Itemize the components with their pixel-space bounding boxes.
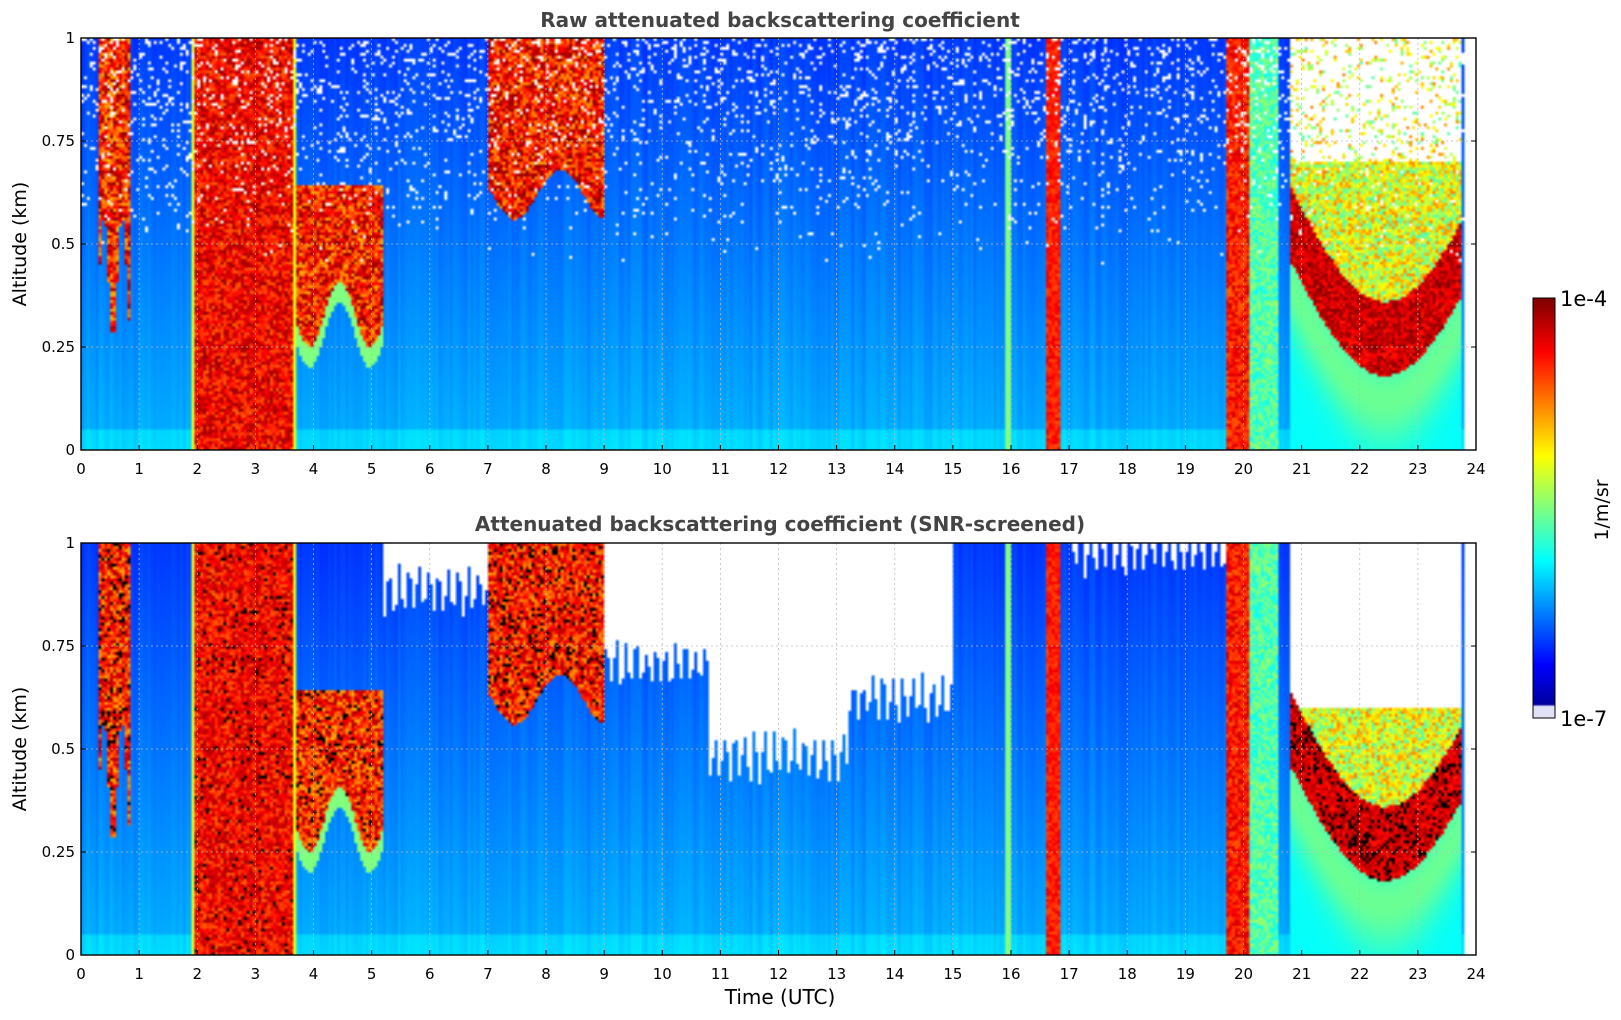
x-tick-label: 0 <box>76 460 86 478</box>
chart-title: Raw attenuated backscattering coefficien… <box>540 8 1020 32</box>
y-tick-label: 0.75 <box>42 637 75 655</box>
colorbar-frame <box>1532 297 1556 719</box>
x-tick-label: 13 <box>827 965 846 983</box>
x-tick-label: 7 <box>483 965 493 983</box>
x-tick-label: 9 <box>599 965 609 983</box>
x-axis: 0 1 2 3 4 5 6 7 8 9 10 11 12 13 14 15 16 17 18 19 20 21 22 23 24 <box>76 950 1486 983</box>
x-tick-label: 2 <box>192 965 202 983</box>
y-tick-label: 1 <box>65 534 75 552</box>
gridlines <box>81 543 1476 955</box>
x-tick-label: 12 <box>769 965 788 983</box>
x-tick-label: 16 <box>1001 965 1020 983</box>
x-tick-label: 17 <box>1060 965 1079 983</box>
x-tick-label: 15 <box>943 965 962 983</box>
x-tick-label: 23 <box>1408 460 1427 478</box>
x-tick-label: 24 <box>1466 965 1485 983</box>
x-tick-label: 11 <box>711 965 730 983</box>
y-axis-label: Altitude (km) <box>9 182 31 307</box>
x-axis-label: Time (UTC) <box>724 985 836 1009</box>
x-tick-label: 11 <box>711 460 730 478</box>
y-tick-label: 0.25 <box>42 338 75 356</box>
x-tick-label: 20 <box>1234 460 1253 478</box>
panel-raw: Raw attenuated backscattering coefficien… <box>9 8 1486 478</box>
x-tick-label: 3 <box>251 460 261 478</box>
x-tick-label: 2 <box>192 460 202 478</box>
x-tick-label: 23 <box>1408 965 1427 983</box>
y-axis: 0 0.25 0.5 0.75 1 <box>42 534 1476 964</box>
x-tick-label: 22 <box>1350 460 1369 478</box>
y-tick-label: 0.25 <box>42 843 75 861</box>
x-tick-label: 21 <box>1292 460 1311 478</box>
x-tick-label: 8 <box>541 965 551 983</box>
chart-title: Attenuated backscattering coefficient (S… <box>475 512 1085 536</box>
x-tick-label: 19 <box>1176 965 1195 983</box>
x-tick-label: 8 <box>541 460 551 478</box>
y-axis-label: Altitude (km) <box>9 687 31 812</box>
colorbar-gradient <box>1533 298 1555 718</box>
x-tick-label: 6 <box>425 965 435 983</box>
x-tick-label: 13 <box>827 460 846 478</box>
x-tick-label: 4 <box>309 965 319 983</box>
colorbar: 1e-4 1e-7 1/m/sr <box>1532 287 1613 731</box>
x-tick-label: 16 <box>1001 460 1020 478</box>
y-tick-label: 0.75 <box>42 132 75 150</box>
x-tick-label: 17 <box>1060 460 1079 478</box>
x-tick-label: 10 <box>653 460 672 478</box>
y-tick-label: 0.5 <box>51 740 75 758</box>
y-tick-label: 0 <box>65 946 75 964</box>
y-tick-label: 0.5 <box>51 235 75 253</box>
y-tick-label: 0 <box>65 441 75 459</box>
x-tick-label: 12 <box>769 460 788 478</box>
colorbar-min-label: 1e-7 <box>1560 707 1607 731</box>
x-tick-label: 4 <box>309 460 319 478</box>
x-tick-label: 20 <box>1234 965 1253 983</box>
x-tick-label: 9 <box>599 460 609 478</box>
x-tick-label: 21 <box>1292 965 1311 983</box>
x-tick-label: 7 <box>483 460 493 478</box>
x-tick-label: 22 <box>1350 965 1369 983</box>
x-tick-label: 15 <box>943 460 962 478</box>
x-tick-label: 6 <box>425 460 435 478</box>
x-tick-label: 10 <box>653 965 672 983</box>
x-tick-label: 5 <box>367 460 377 478</box>
x-tick-label: 18 <box>1118 965 1137 983</box>
y-axis: 0 0.25 0.5 0.75 1 <box>42 29 1476 459</box>
x-tick-label: 14 <box>885 460 904 478</box>
x-tick-label: 24 <box>1466 460 1485 478</box>
x-tick-label: 14 <box>885 965 904 983</box>
panel-snr-screened: Attenuated backscattering coefficient (S… <box>9 512 1486 1009</box>
x-tick-label: 1 <box>134 460 144 478</box>
x-tick-label: 19 <box>1176 460 1195 478</box>
x-tick-label: 18 <box>1118 460 1137 478</box>
x-axis: 0 1 2 3 4 5 6 7 8 9 10 11 12 13 14 15 16 17 18 19 20 21 22 23 24 <box>76 445 1486 478</box>
x-tick-label: 1 <box>134 965 144 983</box>
x-tick-label: 5 <box>367 965 377 983</box>
gridlines <box>81 38 1476 450</box>
colorbar-max-label: 1e-4 <box>1560 287 1607 311</box>
x-tick-label: 0 <box>76 965 86 983</box>
y-tick-label: 1 <box>65 29 75 47</box>
x-tick-label: 3 <box>251 965 261 983</box>
colorbar-unit-label: 1/m/sr <box>1591 479 1613 540</box>
